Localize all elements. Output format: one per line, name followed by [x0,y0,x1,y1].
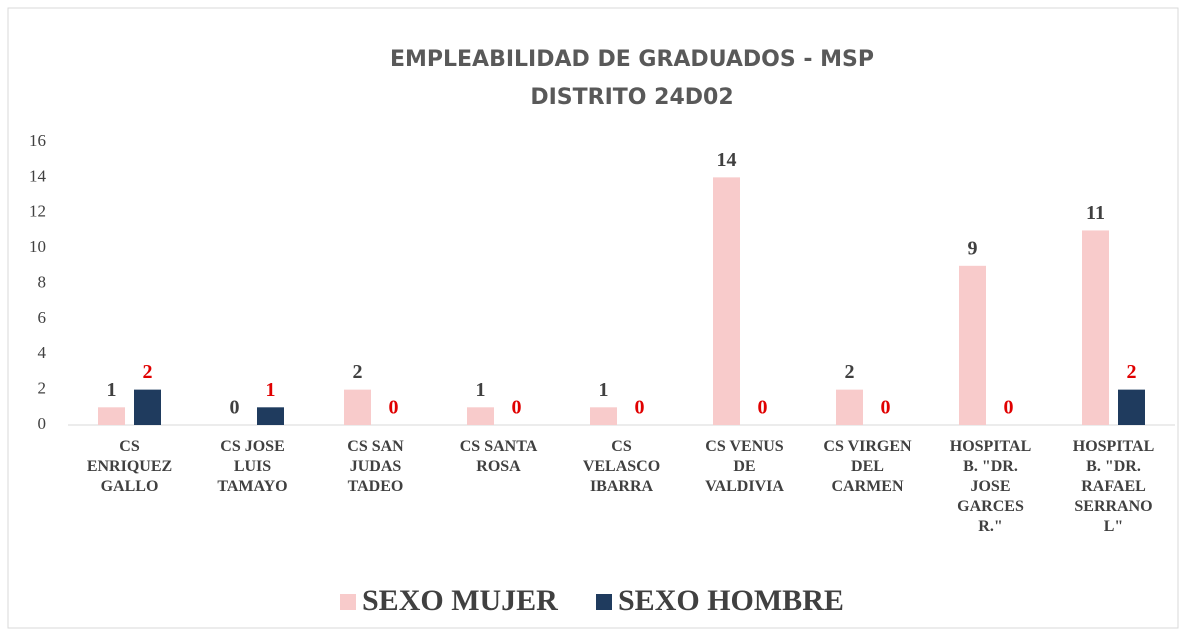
data-label: 0 [389,397,399,419]
data-label: 2 [353,361,363,383]
data-label: 0 [512,397,522,419]
x-tick-label: CS SAN JUDAS TADEO [347,438,404,495]
legend-swatch [596,594,612,610]
x-tick-label: CS SANTA ROSA [459,438,538,475]
data-label: 11 [1086,202,1105,224]
x-tick-label: CS ENRIQUEZ GALLO [86,438,173,495]
y-tick-label: 8 [38,272,47,291]
x-tick-label: HOSPITAL B. "DR. JOSE GARCES R." [949,438,1032,535]
x-tick-label: CS VENUS DE VALDIVIA [705,438,784,495]
legend-label: SEXO MUJER [362,584,558,617]
chart-title: EMPLEABILIDAD DE GRADUADOS - MSP [390,47,874,72]
y-tick-label: 2 [38,379,47,398]
data-label: 0 [635,397,645,419]
data-label: 2 [143,361,153,383]
data-label: 1 [266,379,276,401]
y-tick-label: 14 [29,166,47,185]
chart-subtitle: DISTRITO 24D02 [530,85,733,110]
y-tick-label: 12 [29,202,46,221]
y-tick-label: 16 [29,131,46,150]
bar [134,389,161,425]
data-label: 1 [599,379,609,401]
legend-swatch [340,594,356,610]
bar [467,407,494,425]
data-label: 1 [476,379,486,401]
bar [1118,389,1145,425]
legend-label: SEXO HOMBRE [618,584,844,617]
y-tick-label: 10 [29,237,46,256]
bar [98,407,125,425]
data-label: 2 [1127,361,1137,383]
data-label: 0 [1004,397,1014,419]
data-label: 14 [717,149,737,171]
bar [836,389,863,425]
data-label: 1 [107,379,117,401]
data-label: 0 [881,397,891,419]
data-label: 0 [758,397,768,419]
data-label: 9 [968,237,978,259]
x-tick-label: CS JOSE LUIS TAMAYO [217,438,288,495]
x-tick-label: HOSPITAL B. "DR. RAFAEL SERRANO L" [1072,438,1155,535]
bar [959,265,986,425]
bar [257,407,284,425]
bar [1082,230,1109,425]
data-label: 2 [845,361,855,383]
y-tick-label: 4 [38,343,47,362]
bar [713,177,740,425]
bar [344,389,371,425]
y-tick-label: 0 [38,414,47,433]
x-tick-label: CS VIRGEN DEL CARMEN [823,438,912,495]
x-tick-label: CS VELASCO IBARRA [582,438,661,495]
y-tick-label: 6 [38,308,47,327]
bar [590,407,617,425]
data-label: 0 [230,397,240,419]
